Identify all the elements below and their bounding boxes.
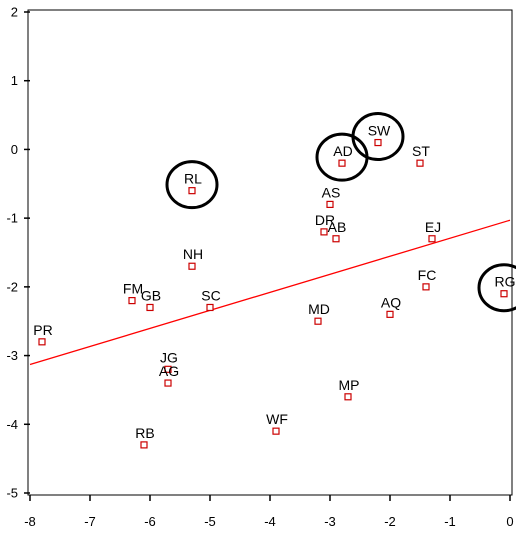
x-tick-label: -2 [384,514,396,529]
data-point [38,338,46,346]
x-tick-label: -4 [264,514,276,529]
point-label: PR [33,322,52,338]
highlight-circle [165,160,219,210]
data-point [128,297,136,305]
point-label: WF [266,411,288,427]
point-label: SW [368,123,391,139]
point-label: FC [418,267,437,283]
point-label: AB [328,219,347,235]
x-tick-label: -5 [204,514,216,529]
highlight-circle [477,263,516,313]
x-tick-label: -7 [84,514,96,529]
point-label: NH [183,246,203,262]
y-tick-label: 0 [11,142,18,157]
data-point [188,262,196,270]
data-point [428,235,436,243]
x-tick-label: -1 [444,514,456,529]
data-points [38,138,508,449]
x-axis: -8 -7 -6 -5 -4 -3 -2 -1 0 [24,495,514,529]
data-point [416,159,424,167]
point-label: EJ [425,219,441,235]
data-point [314,317,322,325]
data-point [500,290,508,298]
data-point [386,310,394,318]
y-tick-label: 1 [11,73,18,88]
point-label: JG [160,349,178,365]
highlight-circle [315,132,369,182]
x-tick-label: 0 [506,514,513,529]
data-point [374,138,382,147]
plot-area [27,9,513,496]
point-label: DR [315,212,335,228]
x-tick-label: -6 [144,514,156,529]
data-point [332,235,340,243]
highlight-circles [165,112,516,313]
point-label: MD [308,301,330,317]
regression-line [29,219,511,366]
y-tick-label: -4 [6,417,18,432]
point-label: FM [123,281,143,297]
data-point [146,303,154,312]
data-point [326,200,334,208]
point-label: RB [135,425,154,441]
data-point [320,228,328,236]
point-label: ST [412,143,430,159]
data-point [272,427,280,435]
data-point [338,159,346,167]
y-tick-label: -3 [6,348,18,363]
point-label: AG [159,363,179,379]
data-point [140,441,148,449]
data-point [164,365,172,373]
x-tick-label: -8 [24,514,36,529]
data-point [164,379,172,387]
point-label: RL [184,171,202,187]
point-label: SC [201,287,220,303]
data-point [206,303,214,312]
point-label: AD [333,143,352,159]
point-label: MP [339,377,360,393]
regression-line-group [29,219,511,366]
point-label: RG [495,274,516,290]
point-label: AS [322,184,341,200]
y-tick-label: 2 [11,5,18,20]
point-label: AQ [381,294,401,310]
x-tick-label: -3 [324,514,336,529]
data-point [188,187,196,195]
point-label: GB [141,287,161,303]
y-tick-label: -2 [6,279,18,294]
data-point [422,283,430,291]
y-tick-label: -5 [6,486,18,501]
y-axis: 2 1 0 -1 -2 -3 -4 -5 [6,5,30,501]
y-tick-label: -1 [6,211,18,226]
data-point [344,393,352,401]
